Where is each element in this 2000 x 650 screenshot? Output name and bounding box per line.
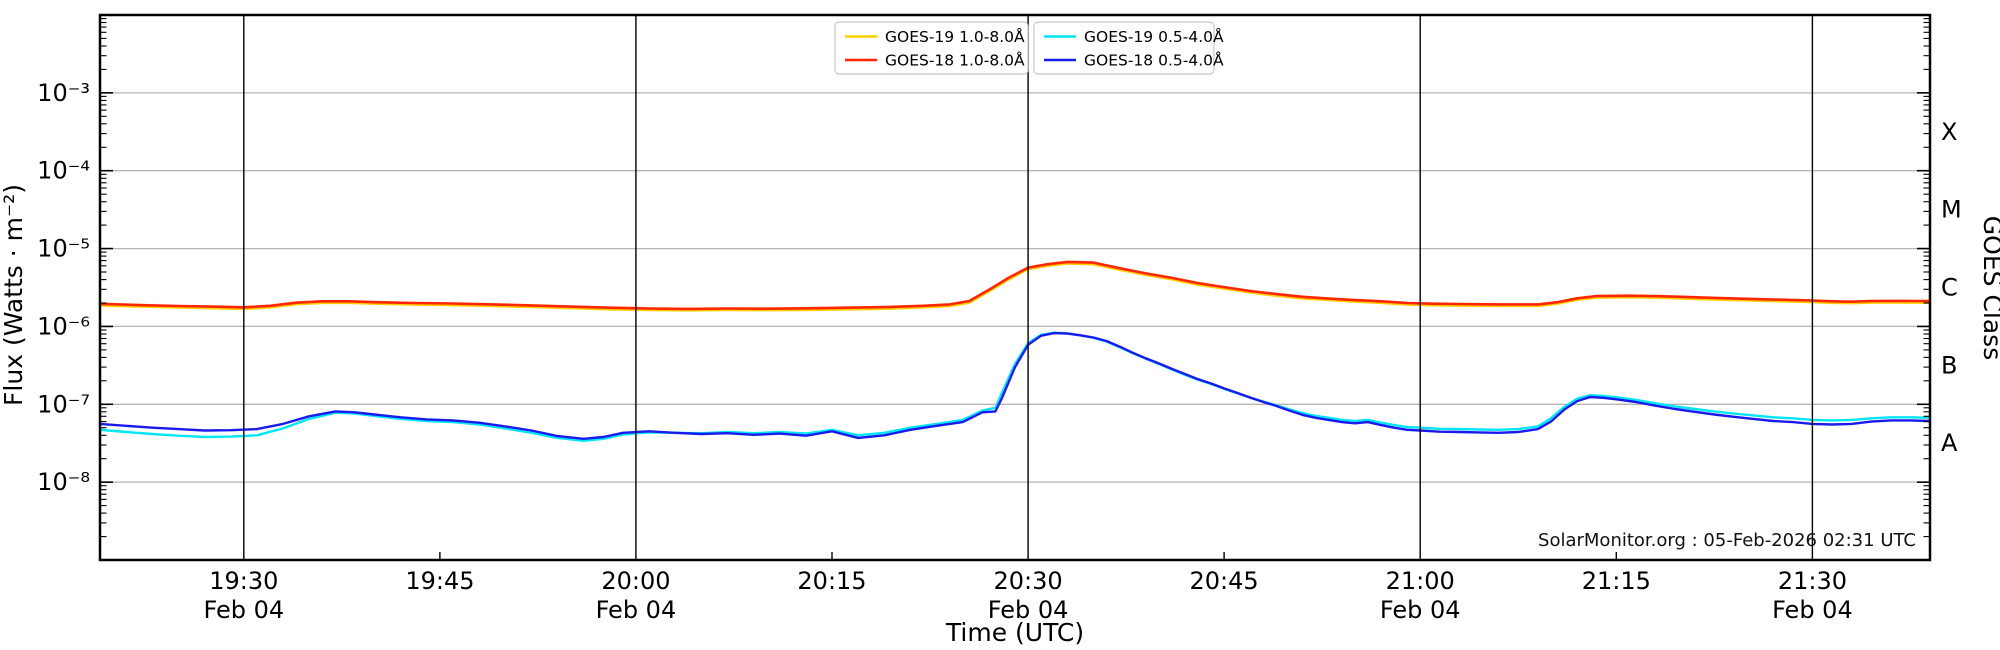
plot-border bbox=[98, 13, 1932, 562]
y-tick-label: 10⁻³ bbox=[37, 79, 90, 107]
y-tick-label: 10⁻⁸ bbox=[37, 468, 90, 496]
y-tick-label: 10⁻⁵ bbox=[37, 235, 90, 263]
legend-label-goes18_short: GOES-18 0.5-4.0Å bbox=[1084, 51, 1224, 70]
goes-class-label: C bbox=[1941, 274, 1958, 302]
legend-box bbox=[834, 21, 1029, 75]
x-tick-label: 20:30 bbox=[994, 567, 1063, 595]
goes-class-label: B bbox=[1941, 351, 1957, 379]
x-tick-label: 19:30 bbox=[209, 567, 278, 595]
x-tick-label: 21:15 bbox=[1582, 567, 1651, 595]
y-tick-label: 10⁻⁶ bbox=[37, 312, 90, 340]
legend-label-goes19_short: GOES-19 0.5-4.0Å bbox=[1084, 27, 1224, 46]
series-line-goes19_short bbox=[98, 331, 1932, 442]
series-line-goes18_long bbox=[98, 260, 1932, 311]
legend-box bbox=[1033, 21, 1215, 75]
legend-label-goes19_long: GOES-19 1.0-8.0Å bbox=[885, 27, 1025, 46]
x-tick-date-label: Feb 04 bbox=[1772, 596, 1853, 624]
watermark: SolarMonitor.org : 05-Feb-2026 02:31 UTC bbox=[1538, 530, 1916, 551]
y-tick-label: 10⁻⁴ bbox=[37, 157, 90, 185]
series-line-goes18_short bbox=[98, 331, 1932, 440]
x-tick-label: 20:45 bbox=[1190, 567, 1259, 595]
x-tick-label: 20:00 bbox=[601, 567, 670, 595]
series-line-goes19_long bbox=[98, 262, 1932, 312]
goes-class-label: A bbox=[1941, 429, 1958, 457]
x-tick-label: 21:00 bbox=[1386, 567, 1455, 595]
x-axis-title: Time (UTC) bbox=[945, 618, 1084, 647]
x-tick-label: 21:30 bbox=[1778, 567, 1847, 595]
x-tick-date-label: Feb 04 bbox=[988, 596, 1069, 624]
x-tick-label: 20:15 bbox=[797, 567, 866, 595]
x-tick-date-label: Feb 04 bbox=[596, 596, 677, 624]
x-tick-date-label: Feb 04 bbox=[203, 596, 284, 624]
y-axis-title: Flux (Watts · m⁻²) bbox=[0, 184, 28, 406]
y-axis-title-right: GOES Class bbox=[1978, 216, 2000, 360]
legend-label-goes18_long: GOES-18 1.0-8.0Å bbox=[885, 51, 1025, 70]
goes-class-label: X bbox=[1941, 118, 1957, 146]
goes-class-label: M bbox=[1941, 196, 1962, 224]
x-tick-date-label: Feb 04 bbox=[1380, 596, 1461, 624]
y-tick-label: 10⁻⁷ bbox=[37, 390, 90, 418]
x-tick-label: 19:45 bbox=[405, 567, 474, 595]
